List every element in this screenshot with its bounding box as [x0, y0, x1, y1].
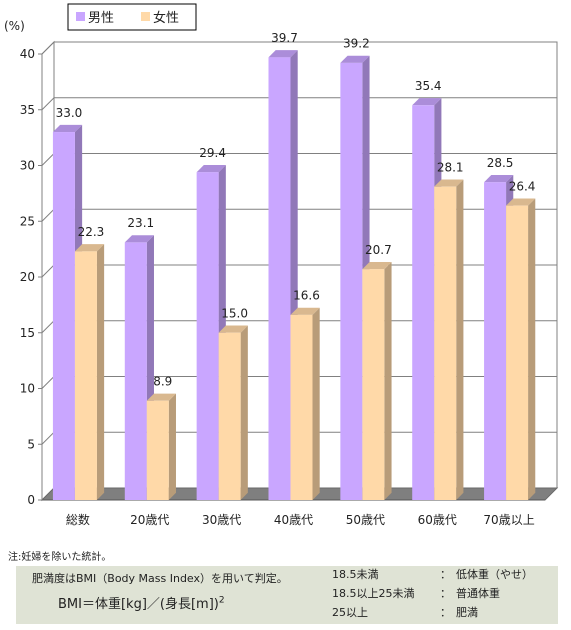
bmi-class-range: 18.5以上25未満	[332, 587, 415, 600]
bmi-class-colon: ：	[440, 568, 451, 581]
x-category-label: 30歳代	[202, 513, 241, 527]
y-tick-label: 0	[27, 493, 35, 507]
bar	[362, 269, 385, 500]
bar	[484, 182, 507, 500]
legend-swatch	[141, 12, 150, 21]
bar	[52, 132, 75, 501]
legend-label: 男性	[88, 11, 114, 26]
legend-box	[67, 3, 197, 31]
bmi-class-colon: ：	[440, 606, 451, 619]
bar-top	[412, 98, 442, 106]
bar-side	[528, 198, 536, 500]
y-tick-label: 10	[20, 382, 35, 396]
bmi-formula: BMI＝体重[kg]／(身長[m])2	[58, 593, 225, 612]
data-label: 23.1	[127, 216, 154, 230]
bmi-description: 肥満度はBMI（Body Mass Index）を用いて判定。	[32, 572, 288, 585]
bar	[290, 314, 313, 500]
data-label: 35.4	[415, 79, 442, 93]
bar	[196, 172, 219, 500]
bar	[124, 242, 147, 500]
bar-side	[456, 179, 464, 501]
bar-side	[168, 393, 176, 500]
bar-top	[124, 235, 154, 243]
data-label: 28.5	[487, 156, 514, 170]
y-tick-label: 15	[20, 326, 35, 340]
bar-top	[268, 50, 298, 58]
data-label: 16.6	[293, 289, 320, 303]
x-category-label: 60歳代	[418, 513, 457, 527]
data-label: 8.9	[153, 375, 172, 389]
bmi-info-box: 肥満度はBMI（Body Mass Index）を用いて判定。 BMI＝体重[k…	[16, 566, 558, 624]
bmi-class-name: 低体重（やせ）	[456, 568, 533, 581]
x-category-label: 50歳代	[346, 513, 385, 527]
bar	[434, 186, 457, 500]
bar	[74, 251, 97, 500]
bmi-class-colon: ：	[440, 587, 451, 600]
data-label: 39.2	[343, 37, 370, 51]
bar	[218, 332, 241, 500]
data-label: 15.0	[221, 307, 248, 321]
bmi-class-name: 肥満	[456, 606, 478, 619]
bar-top	[362, 261, 392, 270]
bar-top	[340, 55, 370, 63]
data-label: 33.0	[56, 106, 83, 120]
y-tick-label: 40	[20, 47, 35, 61]
bar-side	[312, 307, 320, 500]
bmi-class-range: 25以上	[332, 606, 368, 619]
footnote: 注:妊婦を除いた統計。	[8, 552, 112, 563]
y-tick-label: 20	[20, 270, 35, 284]
gridline	[41, 97, 557, 111]
bar-top	[506, 198, 536, 206]
bar-top	[52, 124, 83, 133]
x-category-label: 20歳代	[130, 513, 169, 527]
bar	[146, 400, 169, 500]
bar-chart: 0 5 10 15 20 25 30 35 40 (%) 33.0 22.3 総数 23.1 8.9 20歳代…	[4, 3, 559, 527]
gridline	[41, 41, 557, 55]
bar	[340, 62, 363, 501]
data-label: 28.1	[437, 160, 464, 174]
bar-side	[96, 244, 105, 500]
bmi-formula-exponent: 2	[218, 595, 225, 606]
bar	[412, 105, 435, 500]
bar-side	[384, 261, 392, 500]
y-unit-label: (%)	[4, 19, 25, 33]
data-label: 39.7	[271, 31, 298, 45]
bar	[268, 57, 291, 500]
bar-top	[434, 179, 464, 187]
legend-swatch	[76, 12, 85, 21]
bmi-class-name: 普通体重	[456, 587, 500, 600]
bmi-formula-text: BMI＝体重[kg]／(身長[m])	[58, 597, 219, 612]
bar-top	[218, 325, 248, 333]
bmi-class-range: 18.5未満	[332, 568, 379, 581]
bar-top	[484, 175, 514, 183]
y-tick-label: 25	[20, 214, 35, 228]
bar-top	[290, 307, 320, 315]
bar-side	[240, 325, 248, 500]
y-tick-label: 30	[20, 159, 35, 173]
bar-top	[196, 164, 226, 173]
y-tick-label: 5	[27, 437, 35, 451]
data-label: 20.7	[365, 243, 392, 257]
x-category-label: 40歳代	[274, 513, 313, 527]
bar-top	[146, 393, 176, 401]
bar	[506, 205, 529, 500]
data-label: 26.4	[509, 179, 536, 193]
legend-label: 女性	[153, 10, 179, 26]
bar-top	[74, 244, 105, 252]
x-category-label: 70歳以上	[483, 513, 534, 527]
data-label: 22.3	[78, 225, 105, 239]
y-tick-label: 35	[20, 103, 35, 117]
x-category-label: 総数	[66, 512, 90, 527]
data-label: 29.4	[199, 146, 226, 160]
